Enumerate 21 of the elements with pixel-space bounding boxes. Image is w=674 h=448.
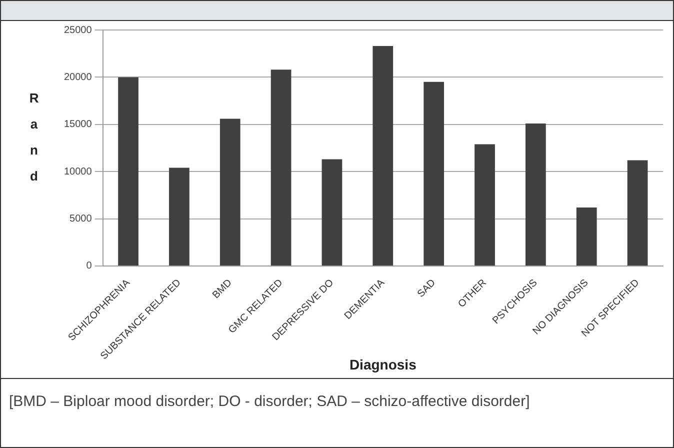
bar: [526, 123, 546, 266]
bar: [372, 46, 394, 266]
y-tick-label: 15000: [64, 119, 92, 130]
y-tick-label: 5000: [70, 214, 92, 225]
bar: [118, 77, 138, 266]
bar: [576, 207, 597, 266]
bar: [270, 70, 292, 266]
bar: [424, 82, 444, 266]
y-tick-label: 25000: [64, 24, 92, 36]
y-axis-title: Rand: [29, 90, 40, 184]
y-tick-label: 10000: [64, 166, 92, 178]
x-axis-title: Diagnosis: [349, 356, 417, 372]
text: [BMD – Biploar mood disorder; DO - disorder; SAD – schizo-affective disorder]: [1, 378, 673, 415]
bar: [627, 160, 648, 266]
bar: [169, 168, 190, 266]
bar: [474, 144, 495, 266]
bar: [220, 118, 240, 266]
bar: [322, 159, 342, 266]
y-tick-label: 0: [86, 260, 92, 272]
x-tick-label: SAD: [416, 277, 438, 300]
y-tick-label: 20000: [64, 72, 92, 83]
